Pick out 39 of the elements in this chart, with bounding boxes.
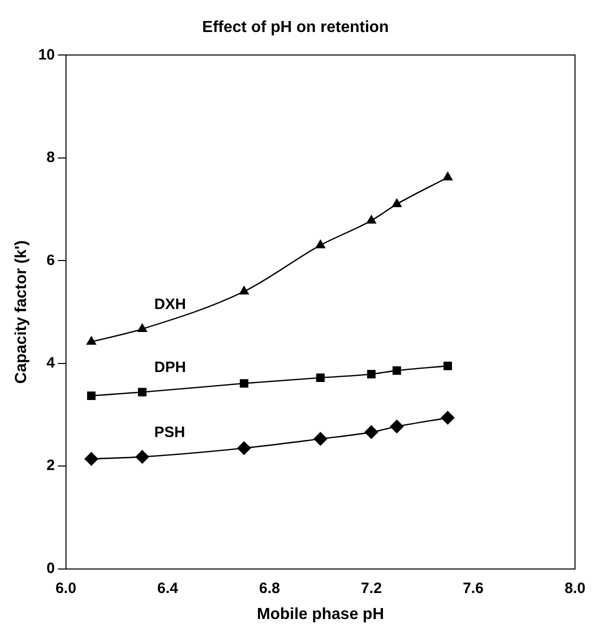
series-label: PSH [154, 424, 186, 441]
y-tick-label: 10 [38, 46, 55, 64]
point [237, 441, 252, 456]
y-tick-label: 4 [46, 354, 56, 372]
point [137, 322, 148, 332]
y-tick-label: 8 [46, 149, 55, 166]
x-tick-label: 7.6 [462, 580, 484, 597]
point [138, 388, 146, 396]
point [392, 198, 402, 208]
y-tick-label: 6 [46, 252, 55, 269]
y-tick-label: 0 [46, 560, 55, 577]
x-tick-label: 7.2 [360, 580, 382, 597]
series-label: DXH [154, 296, 186, 313]
y-axis-title: Capacity factor (k') [13, 240, 30, 384]
x-tick-label: 6.0 [55, 580, 76, 597]
point [313, 432, 328, 446]
x-tick-label: 6.4 [157, 580, 179, 597]
point [392, 366, 402, 375]
point [84, 452, 98, 466]
point [443, 362, 452, 370]
point [367, 370, 376, 378]
point [87, 391, 96, 400]
point [238, 285, 250, 294]
point [86, 336, 97, 345]
point [366, 214, 377, 224]
point [442, 171, 453, 180]
y-tick-label: 2 [46, 457, 55, 474]
point [316, 374, 325, 382]
x-tick-label: 8.0 [564, 580, 586, 597]
x-tick-label: 6.8 [259, 580, 280, 597]
chart-title: Effect of pH on retention [202, 19, 389, 36]
point [315, 239, 326, 248]
series-label: DPH [154, 359, 186, 376]
point [390, 420, 404, 434]
point [240, 379, 248, 388]
x-axis-title: Mobile phase pH [256, 606, 384, 623]
point [135, 450, 150, 464]
point [364, 425, 378, 440]
point [440, 410, 455, 425]
